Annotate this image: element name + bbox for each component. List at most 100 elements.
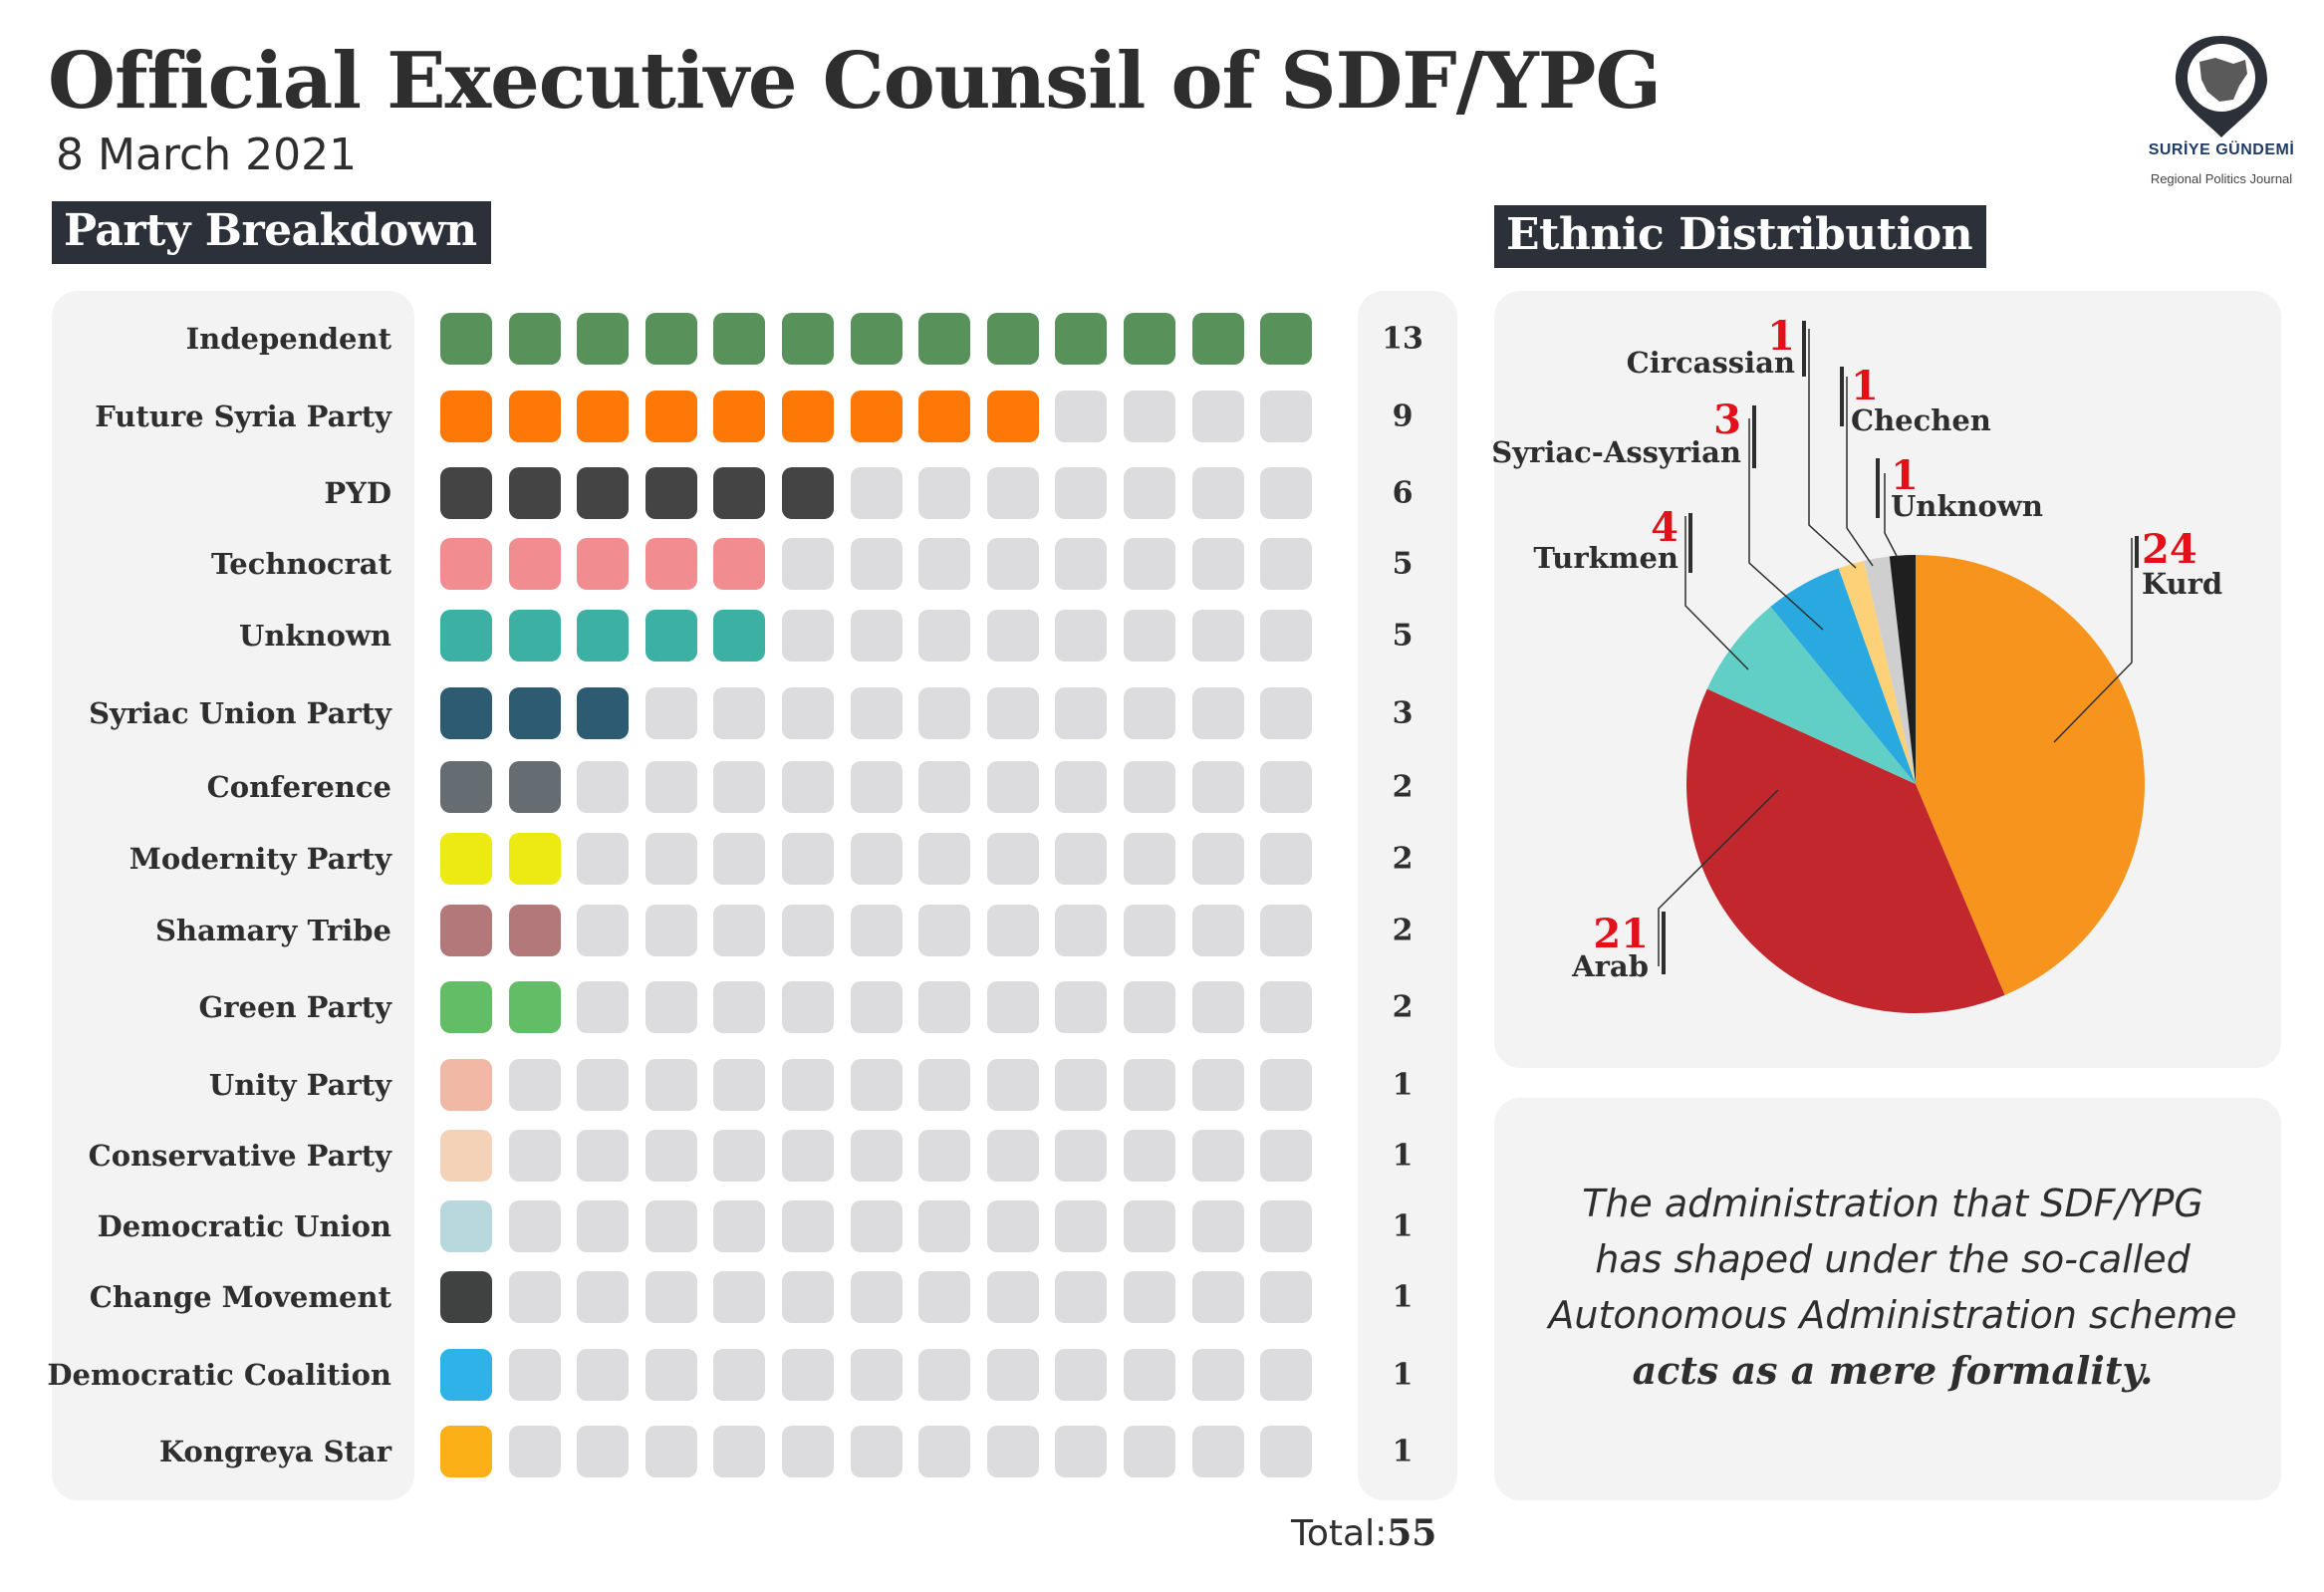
party-square-filled xyxy=(645,538,697,590)
party-square-filled xyxy=(508,981,561,1033)
party-count: 2 xyxy=(1392,913,1414,948)
party-square-empty xyxy=(986,1271,1039,1323)
party-square-empty xyxy=(850,1271,903,1323)
party-counts-panel xyxy=(1358,291,1457,1500)
party-square-empty xyxy=(782,1059,834,1111)
quote-panel xyxy=(1494,1098,2281,1500)
party-square-filled xyxy=(508,905,561,956)
party-square-empty xyxy=(1260,467,1313,519)
party-square-filled xyxy=(713,313,766,365)
party-square-empty xyxy=(577,905,630,956)
party-square-empty xyxy=(850,538,903,590)
party-square-filled xyxy=(440,687,492,739)
party-square-empty xyxy=(1191,1271,1244,1323)
party-square-empty xyxy=(782,1271,834,1323)
party-square-empty xyxy=(1055,467,1108,519)
logo-tagline: Regional Politics Journal xyxy=(2150,171,2293,186)
party-square-filled xyxy=(440,1059,492,1111)
party-square-empty xyxy=(782,610,834,662)
party-square-empty xyxy=(645,1426,697,1477)
party-square-empty xyxy=(1260,1059,1313,1111)
party-square-empty xyxy=(508,1349,561,1401)
party-square-empty xyxy=(1191,1130,1244,1182)
party-square-empty xyxy=(1055,1059,1108,1111)
party-count: 2 xyxy=(1392,989,1414,1025)
party-square-empty xyxy=(577,1130,630,1182)
party-square-filled xyxy=(440,1271,492,1323)
party-square-empty xyxy=(850,761,903,813)
logo: SURİYE GÜNDEMİ Regional Politics Journal xyxy=(2142,30,2301,199)
party-square-empty xyxy=(1124,761,1175,813)
party-square-filled xyxy=(577,687,630,739)
party-square-empty xyxy=(645,687,697,739)
party-square-empty xyxy=(986,905,1039,956)
party-square-empty xyxy=(645,833,697,885)
party-square-empty xyxy=(1191,761,1244,813)
pie-slice-circassian xyxy=(1838,560,1916,784)
party-square-empty xyxy=(1260,391,1313,442)
party-square-empty xyxy=(986,761,1039,813)
party-square-filled xyxy=(645,391,697,442)
party-label: Unity Party xyxy=(208,1068,391,1102)
party-square-empty xyxy=(850,1130,903,1182)
party-square-empty xyxy=(986,1200,1039,1252)
quote-emphasis: acts as a mere formality. xyxy=(1632,1348,2154,1393)
party-square-empty xyxy=(577,1426,630,1477)
party-count: 5 xyxy=(1392,546,1414,582)
party-square-filled xyxy=(508,833,561,885)
party-square-empty xyxy=(850,1059,903,1111)
party-count: 3 xyxy=(1392,695,1414,731)
party-square-empty xyxy=(1055,538,1108,590)
party-square-empty xyxy=(918,1426,971,1477)
party-square-filled xyxy=(440,1200,492,1252)
party-square-empty xyxy=(986,610,1039,662)
party-square-filled xyxy=(1124,313,1175,365)
party-count: 1 xyxy=(1392,1357,1414,1393)
party-square-empty xyxy=(577,1059,630,1111)
party-square-filled xyxy=(1055,313,1108,365)
party-square-empty xyxy=(1055,833,1108,885)
party-square-filled xyxy=(713,391,766,442)
party-square-filled xyxy=(508,610,561,662)
party-square-filled xyxy=(986,391,1039,442)
party-square-filled xyxy=(508,538,561,590)
party-square-empty xyxy=(850,1200,903,1252)
party-square-empty xyxy=(713,1426,766,1477)
pie-slice-unknown xyxy=(1889,555,1916,784)
party-square-empty xyxy=(1260,1271,1313,1323)
party-square-empty xyxy=(713,1130,766,1182)
party-square-empty xyxy=(713,1271,766,1323)
party-square-empty xyxy=(713,1200,766,1252)
party-square-filled xyxy=(577,391,630,442)
party-square-empty xyxy=(1055,1130,1108,1182)
party-square-filled xyxy=(440,905,492,956)
party-label: Modernity Party xyxy=(129,842,391,876)
party-count: 9 xyxy=(1392,398,1414,434)
party-square-empty xyxy=(1055,610,1108,662)
party-square-empty xyxy=(508,1130,561,1182)
party-square-empty xyxy=(713,687,766,739)
total-count: Total:55 xyxy=(1291,1512,1436,1554)
party-square-empty xyxy=(1260,1200,1313,1252)
party-square-filled xyxy=(577,467,630,519)
party-square-empty xyxy=(1191,833,1244,885)
party-label: Future Syria Party xyxy=(95,399,391,433)
party-label: Green Party xyxy=(198,990,391,1024)
party-square-empty xyxy=(1260,1130,1313,1182)
party-square-empty xyxy=(1260,610,1313,662)
party-square-filled xyxy=(713,467,766,519)
party-square-empty xyxy=(986,1426,1039,1477)
party-square-filled xyxy=(440,761,492,813)
party-square-filled xyxy=(986,313,1039,365)
party-square-empty xyxy=(850,610,903,662)
party-square-empty xyxy=(1260,538,1313,590)
ethnic-distribution-header: Ethnic Distribution xyxy=(1494,205,1987,268)
party-count: 1 xyxy=(1392,1279,1414,1315)
party-square-empty xyxy=(1124,1200,1175,1252)
party-square-empty xyxy=(1191,905,1244,956)
pie-category-label: Turkmen xyxy=(1533,541,1678,575)
party-square-empty xyxy=(1191,1200,1244,1252)
party-label: Kongreya Star xyxy=(158,1435,391,1468)
party-square-empty xyxy=(918,538,971,590)
